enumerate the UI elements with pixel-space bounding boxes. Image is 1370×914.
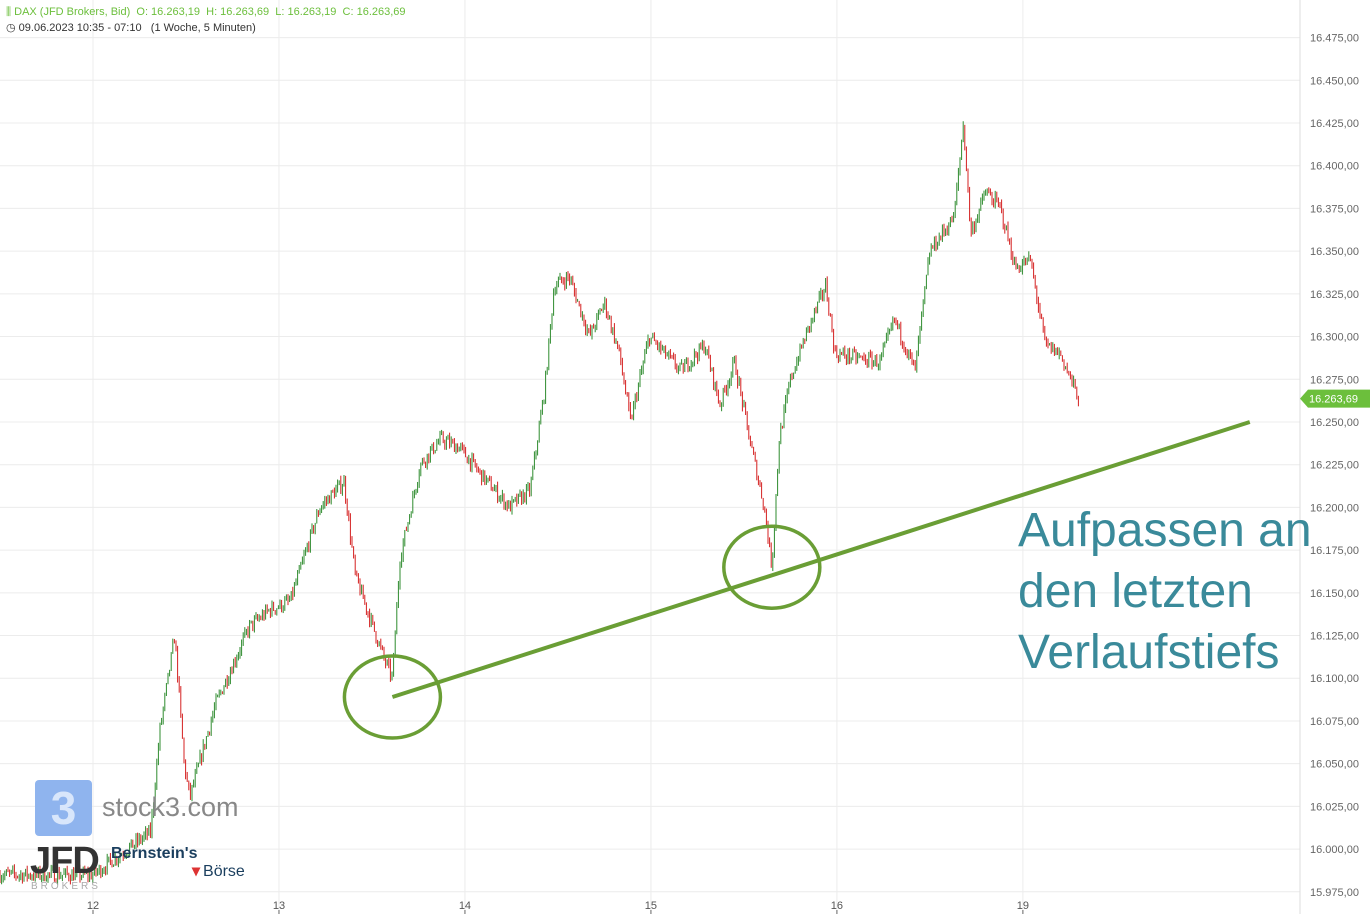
y-tick-label: 16.150,00 (1310, 588, 1359, 600)
x-tick-label: 14 (459, 900, 471, 912)
y-tick-label: 15.975,00 (1310, 887, 1359, 899)
y-tick-label: 16.050,00 (1310, 759, 1359, 771)
last-price-tag (1300, 389, 1370, 408)
x-tick-label: 16 (831, 900, 843, 912)
annotation-line: Verlaufstiefs (1018, 626, 1280, 679)
y-tick-label: 16.450,00 (1310, 75, 1359, 87)
y-tick-label: 16.275,00 (1310, 374, 1359, 386)
close-value: C: 16.263,69 (342, 6, 406, 18)
annotation-text: Aufpassen an den letzten Verlaufstiefs (1018, 500, 1312, 683)
annotation-line: Aufpassen an (1018, 504, 1312, 557)
clock-icon: ◷ (6, 22, 19, 34)
stock3-logo-icon: 3 (35, 780, 92, 836)
y-tick-label: 16.300,00 (1310, 332, 1359, 344)
ohlc-icon: ⫼ (6, 6, 15, 18)
y-tick-label: 16.350,00 (1310, 246, 1359, 258)
y-tick-label: 16.100,00 (1310, 673, 1359, 685)
y-tick-label: 16.325,00 (1310, 289, 1359, 301)
x-tick-label: 12 (87, 900, 99, 912)
chart-header-ohlc: ⫼ DAX (JFD Brokers, Bid) O: 16.263,19 H:… (6, 6, 406, 19)
x-tick-label: 15 (645, 900, 657, 912)
stock3-logo-text: stock3.com (102, 792, 239, 822)
low-circle (342, 654, 443, 740)
jfd-logo: JFD (30, 840, 100, 882)
bernstein-logo: Bernstein's (111, 845, 198, 862)
borse-logo: ▾ Börse (192, 863, 245, 880)
chart-header-range: ◷ 09.06.2023 10:35 - 07:10 (1 Woche, 5 M… (6, 22, 256, 35)
y-tick-label: 16.025,00 (1310, 801, 1359, 813)
symbol-label: DAX (JFD Brokers, Bid) (14, 6, 131, 18)
low-value: L: 16.263,19 (275, 6, 337, 18)
y-tick-label: 16.250,00 (1310, 417, 1359, 429)
x-tick-label: 19 (1017, 900, 1029, 912)
y-tick-label: 16.425,00 (1310, 118, 1359, 130)
last-price-label: 16.263,69 (1309, 394, 1358, 406)
jfd-logo-sub: BROKERS (31, 881, 101, 892)
high-value: H: 16.263,69 (206, 6, 270, 18)
y-tick-label: 16.375,00 (1310, 203, 1359, 215)
annotation-line: den letzten (1018, 565, 1253, 618)
y-tick-label: 16.400,00 (1310, 161, 1359, 173)
y-tick-label: 16.200,00 (1310, 502, 1359, 514)
low-circle (722, 524, 822, 610)
period-label: (1 Woche, 5 Minuten) (150, 22, 256, 34)
y-tick-label: 16.075,00 (1310, 716, 1359, 728)
y-tick-label: 16.000,00 (1310, 844, 1359, 856)
y-tick-label: 16.125,00 (1310, 631, 1359, 643)
trendline (391, 420, 1251, 699)
x-tick-label: 13 (273, 900, 285, 912)
y-tick-label: 16.175,00 (1310, 545, 1359, 557)
open-value: O: 16.263,19 (136, 6, 200, 18)
date-range: 09.06.2023 10:35 - 07:10 (18, 22, 142, 34)
borse-text: Börse (203, 863, 245, 880)
y-tick-label: 16.225,00 (1310, 460, 1359, 472)
y-tick-label: 16.475,00 (1310, 33, 1359, 45)
